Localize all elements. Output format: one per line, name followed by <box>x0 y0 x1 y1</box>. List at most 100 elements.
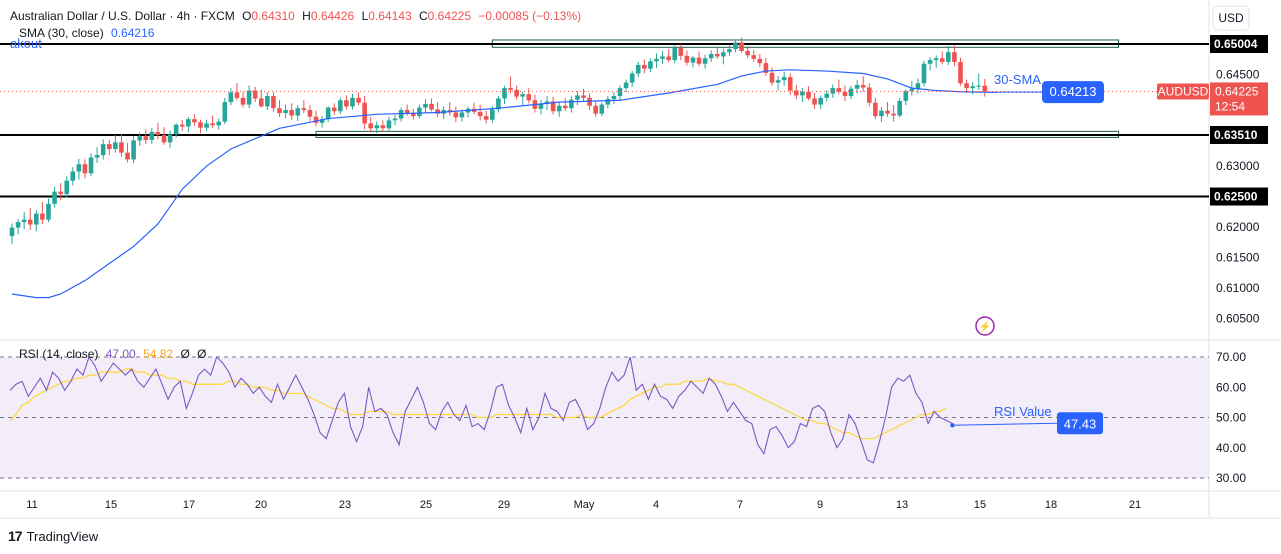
candle-down <box>331 107 337 112</box>
candle-down <box>860 85 866 88</box>
rsi-extra-2: Ø <box>197 347 207 361</box>
candle-down <box>952 52 957 62</box>
high-value: 0.64426 <box>310 9 355 23</box>
candle-down <box>763 63 769 73</box>
symbol-tag: AUDUSD <box>1158 84 1209 98</box>
candle-down <box>82 164 88 174</box>
time-axis-tick: May <box>574 499 595 511</box>
candle-down <box>751 55 757 59</box>
candle-down <box>581 95 586 98</box>
candle-up <box>173 124 179 135</box>
open-value: 0.64310 <box>251 9 295 23</box>
price-axis-tick: 0.61000 <box>1216 281 1260 295</box>
candle-down <box>301 108 307 111</box>
candle-down <box>514 89 519 97</box>
currency-button-bg <box>1212 5 1250 31</box>
candle-down <box>866 87 872 103</box>
rsi-extra-1: Ø <box>180 347 190 361</box>
candle-down <box>714 53 720 57</box>
candle-down <box>106 144 112 150</box>
symbol-tag-bg <box>1157 83 1209 100</box>
candle-up <box>824 93 830 98</box>
sma-legend: SMA (30, close) 0.64216 <box>19 26 158 40</box>
candle-up <box>70 171 76 181</box>
time-axis-tick: 20 <box>255 499 267 511</box>
candle-down <box>258 98 264 107</box>
candle-down <box>410 113 416 117</box>
candle-down <box>562 105 568 109</box>
sma-value: 0.64216 <box>111 26 155 40</box>
candle-up <box>672 47 678 61</box>
rsi-value-bg <box>1057 412 1103 435</box>
tradingview-logo-icon: 17 <box>8 528 23 544</box>
candle-up <box>848 88 854 97</box>
candle-up <box>897 100 902 116</box>
candle-down <box>307 110 313 117</box>
candle-up <box>386 120 392 129</box>
lightning-icon <box>975 316 995 336</box>
rsi-axis-tick: 30.00 <box>1216 471 1246 485</box>
candle-up <box>702 58 708 64</box>
rsi-value-label: 47.43 <box>1064 416 1097 431</box>
level-label: 0.65004 <box>1214 37 1258 51</box>
level-label: 0.63510 <box>1214 128 1258 142</box>
symbol-title[interactable]: Australian Dollar / U.S. Dollar · 4h · F… <box>10 9 235 23</box>
candle-down <box>40 213 45 220</box>
candle-down <box>252 90 258 99</box>
candle-up <box>113 142 118 150</box>
candle-up <box>34 213 39 225</box>
rsi-ma-line <box>9 368 947 440</box>
candle-up <box>605 99 611 105</box>
candle-up <box>131 140 136 160</box>
sma-value-label: 0.64213 <box>1050 84 1097 99</box>
candle-down <box>745 50 750 56</box>
candle-up <box>15 222 21 228</box>
candle-down <box>210 123 215 126</box>
candle-up <box>629 73 635 83</box>
candle-up <box>186 119 191 127</box>
candle-down <box>873 102 878 117</box>
brand-footer[interactable]: 17 TradingView <box>8 528 98 544</box>
rsi-ma-value: 54.82 <box>143 347 174 361</box>
candle-down <box>404 110 410 114</box>
candle-up <box>690 57 696 63</box>
sma-annotation: 30-SMA <box>994 72 1041 87</box>
sma-value-bg <box>1042 81 1104 104</box>
rsi-axis-tick: 50.00 <box>1216 411 1246 425</box>
candle-down <box>356 97 361 103</box>
time-axis-tick: 9 <box>817 499 823 511</box>
candle-down <box>666 56 671 61</box>
candle-up <box>423 103 428 108</box>
open-label: O <box>242 9 252 23</box>
candle-up <box>569 99 574 109</box>
candle-down <box>964 83 969 89</box>
candle-up <box>216 121 222 126</box>
candle-up <box>228 92 234 103</box>
candle-down <box>234 92 240 98</box>
candle-down <box>155 131 161 135</box>
time-axis-tick: 21 <box>1129 499 1141 511</box>
candle-down <box>240 97 246 105</box>
candle-down <box>982 85 988 92</box>
level-label-bg <box>1210 187 1268 206</box>
rsi-label[interactable]: RSI (14, close) <box>19 347 99 361</box>
sma-label[interactable]: SMA (30, close) <box>19 26 104 40</box>
rsi-annotation: RSI Value <box>994 404 1052 419</box>
price-axis-tick: 0.61500 <box>1216 250 1260 264</box>
candle-down <box>806 91 811 99</box>
candle-up <box>9 227 15 237</box>
candle-up <box>295 108 301 116</box>
candle-up <box>781 77 787 81</box>
price-axis-tick: 0.63000 <box>1216 159 1260 173</box>
rsi-value: 47.00 <box>105 347 136 361</box>
candle-down <box>125 152 130 160</box>
candle-up <box>374 125 380 129</box>
candle-up <box>818 97 823 105</box>
candle-down <box>787 77 793 91</box>
rsi-line <box>9 355 953 464</box>
candle-up <box>398 110 404 119</box>
close-label: C <box>418 9 428 23</box>
candle-down <box>277 108 282 114</box>
candle-up <box>222 102 228 122</box>
candle-up <box>502 88 507 99</box>
